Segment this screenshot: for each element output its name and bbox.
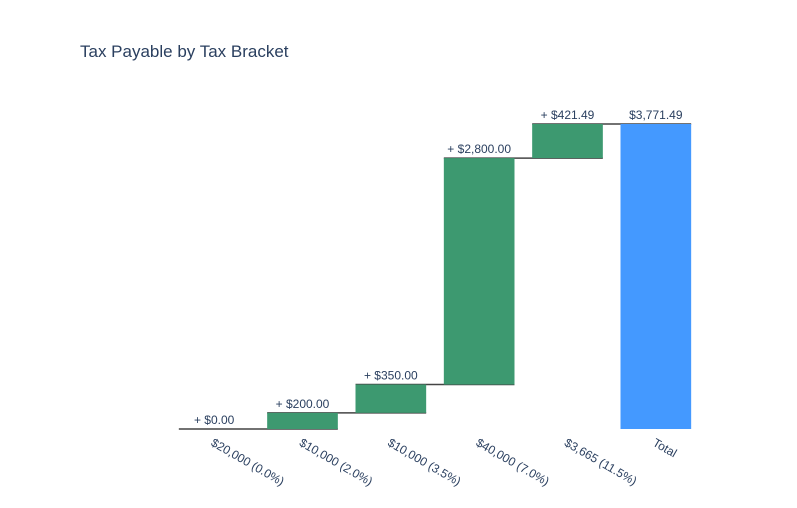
data-label: $3,771.49	[629, 108, 683, 122]
data-label: + $2,800.00	[447, 142, 511, 156]
x-tick-label: $40,000 (7.0%)	[474, 435, 552, 488]
x-tick-label: $20,000 (0.0%)	[209, 435, 287, 488]
data-label: + $0.00	[194, 413, 235, 427]
chart-title: Tax Payable by Tax Bracket	[80, 42, 289, 61]
x-tick-label: Total	[650, 435, 679, 460]
data-label: + $350.00	[364, 369, 418, 383]
data-label: + $200.00	[276, 397, 330, 411]
x-tick-label: $3,665 (11.5%)	[562, 435, 639, 488]
increase-bar[interactable]	[443, 158, 515, 385]
increase-bar[interactable]	[267, 412, 338, 429]
x-tick-label: $10,000 (2.0%)	[297, 435, 375, 488]
increase-bar[interactable]	[355, 384, 427, 413]
x-tick-label: $10,000 (3.5%)	[385, 435, 463, 488]
total-bar[interactable]	[620, 124, 692, 429]
increase-bar[interactable]	[532, 124, 603, 159]
data-label: + $421.49	[541, 108, 595, 122]
